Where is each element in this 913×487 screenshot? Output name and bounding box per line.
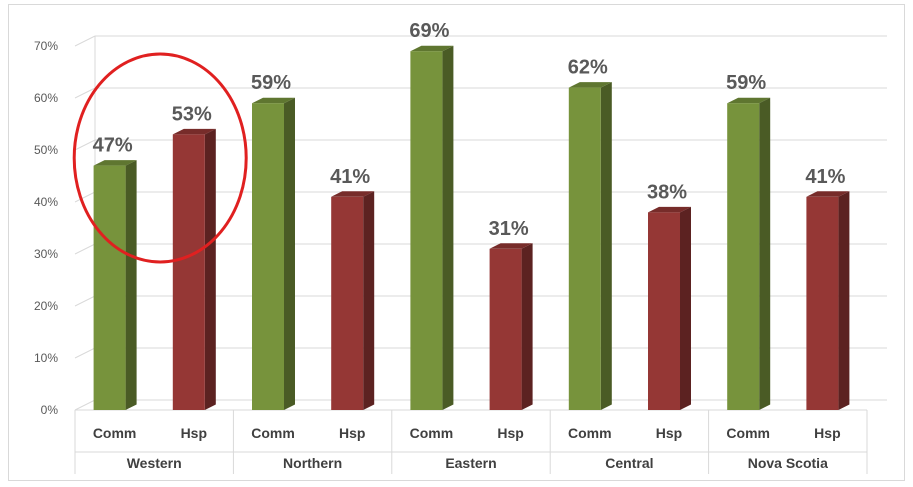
category-label: Hsp <box>814 425 840 441</box>
group-label: Western <box>127 455 182 471</box>
data-label: 59% <box>726 72 766 94</box>
category-label: Comm <box>568 425 612 441</box>
bar-side <box>521 243 533 410</box>
group-label: Eastern <box>445 455 496 471</box>
y-tick-label: 60% <box>34 91 58 105</box>
bar-side <box>363 191 375 410</box>
data-label: 47% <box>93 135 133 157</box>
bar-side <box>442 45 454 410</box>
category-label: Hsp <box>497 425 523 441</box>
gridline-side <box>74 295 96 307</box>
bar-side <box>125 160 137 410</box>
bar-side <box>600 82 612 410</box>
bar-top <box>489 243 533 249</box>
group-label: Nova Scotia <box>748 455 828 471</box>
gridline-side <box>74 243 96 255</box>
bar-top <box>410 45 454 52</box>
bar-side <box>759 97 771 410</box>
gridline-side <box>74 191 96 203</box>
gridline-side <box>74 347 96 359</box>
bar-top <box>252 97 295 104</box>
category-label: Comm <box>410 425 454 441</box>
bar-top <box>331 191 375 197</box>
bar <box>410 51 443 410</box>
category-label: Hsp <box>339 425 365 441</box>
bar <box>648 212 680 410</box>
bar-side <box>284 97 295 410</box>
category-label: Hsp <box>656 425 682 441</box>
y-tick-label: 10% <box>34 351 58 365</box>
data-label: 59% <box>251 72 291 94</box>
data-label: 31% <box>489 218 529 240</box>
bar-top <box>727 97 771 104</box>
bar-top <box>172 128 216 135</box>
gridline-side <box>74 139 96 151</box>
bar-top <box>806 191 850 197</box>
y-tick-label: 40% <box>34 195 58 209</box>
bar-top <box>648 206 691 213</box>
group-label: Central <box>605 455 653 471</box>
bar <box>727 103 760 410</box>
category-label: Comm <box>93 425 137 441</box>
bar-top <box>568 82 612 88</box>
data-label: 41% <box>330 166 370 188</box>
data-label: 62% <box>568 57 608 79</box>
bar <box>93 165 126 410</box>
highlight-ellipse <box>72 52 248 264</box>
y-tick-label: 20% <box>34 299 58 313</box>
gridline-side <box>74 35 96 47</box>
bar <box>172 134 205 410</box>
gridline-side <box>74 399 96 411</box>
bar-side <box>838 191 850 410</box>
bar-side <box>680 206 691 410</box>
data-label: 38% <box>647 181 687 203</box>
category-label: Hsp <box>181 425 207 441</box>
category-label: Comm <box>251 425 295 441</box>
data-label: 41% <box>805 166 845 188</box>
category-label: Comm <box>726 425 770 441</box>
data-label: 69% <box>409 20 449 42</box>
bar <box>568 87 601 410</box>
y-tick-label: 30% <box>34 247 58 261</box>
bar-top <box>93 160 137 166</box>
y-tick-label: 0% <box>41 403 59 417</box>
bar <box>331 196 364 410</box>
y-tick-label: 50% <box>34 143 58 157</box>
bar <box>806 196 839 410</box>
bar <box>489 248 522 410</box>
group-label: Northern <box>283 455 342 471</box>
bar <box>252 103 284 410</box>
bar-side <box>204 128 216 410</box>
gridline-side <box>74 87 96 99</box>
data-label: 53% <box>172 103 212 125</box>
y-tick-label: 70% <box>34 39 58 53</box>
